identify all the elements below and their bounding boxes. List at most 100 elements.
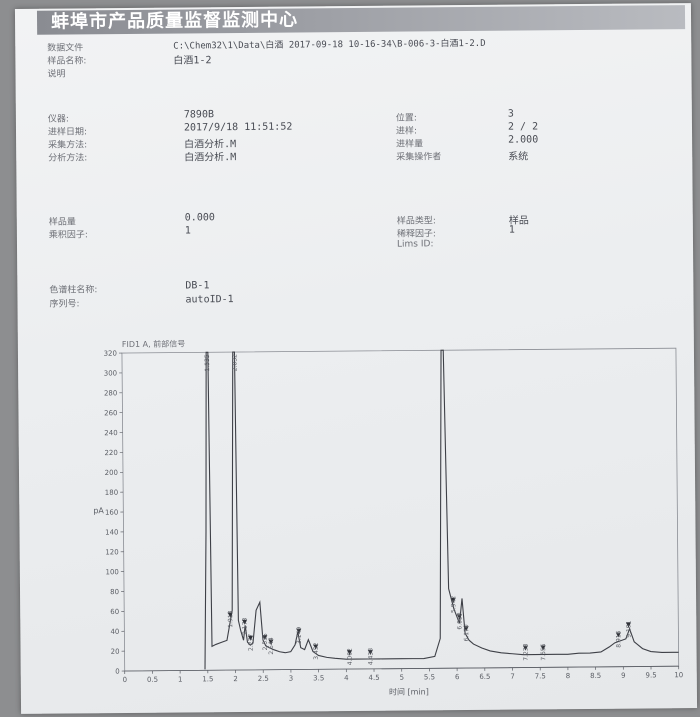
dilution-value: 1 [508,224,515,236]
analysis-method-value: 白酒分析.M [184,152,237,164]
x-tick-label: 8.5 [590,672,601,680]
peak-marker [463,626,469,632]
peak-rt-label: 2.535 [262,633,269,650]
sample-name-value: 白酒1-2 [173,55,212,67]
dilution-label: 稀释因子: [396,229,437,240]
y-tick-label: 60 [110,608,119,616]
peak-rt-label: 1.535 [204,354,211,371]
peak-rt-label: 6.050 [456,612,463,629]
instrument-value: 7890B [183,109,215,121]
peak-marker [615,632,621,638]
peak-rt-label: 8.916 [615,630,622,647]
peak-rt-label: 2.173 [242,618,249,635]
peak-rt-label: 2.644 [268,637,275,654]
peak-marker [626,622,632,628]
inj-volume-value: 2.000 [508,134,539,146]
peak-rt-label: 5.942 [450,596,457,613]
x-tick-label: 10 [674,671,683,679]
peak-marker [540,645,546,651]
x-tick-label: 9 [621,672,626,680]
data-file-label: 数据文件 [47,43,84,54]
x-tick-label: 1.5 [202,675,213,683]
acq-method-label: 采集方法: [48,140,88,151]
y-tick-label: 40 [110,628,119,636]
sample-amount-value: 0.000 [184,212,215,224]
x-tick-label: 0.5 [147,676,158,684]
x-tick-label: 2.5 [258,675,269,683]
sample-name-label: 样品名称: [47,56,87,67]
peak-marker [347,650,353,656]
peak-rt-label: 3.452 [313,642,320,659]
analysis-method-label: 分析方法: [48,153,88,164]
y-tick-label: 320 [104,350,117,358]
multiplier-label: 乘积因子: [48,230,89,241]
peak-rt-label: 9.101 [625,620,632,637]
x-tick-label: 6 [455,673,460,681]
x-tick-label: 1 [178,676,183,684]
page-title: 蚌埠市产品质量监督监测中心 [50,9,299,33]
peak-rt-label: 3.149 [296,627,303,644]
signal-trace [204,349,679,670]
y-tick-label: 300 [104,369,117,377]
inj-volume-label: 进样量 [396,139,424,150]
description-label: 说明 [47,69,66,80]
injection-value: 2 / 2 [507,121,539,133]
instrument-label: 仪器: [47,114,69,125]
chart-title: FID1 A, 前部信号 [122,338,185,349]
inject-date-label: 进样日期: [47,127,88,138]
peak-marker [296,628,302,634]
sample-type-label: 样品类型: [396,216,436,227]
peak-marker [450,597,456,603]
x-tick-label: 4.5 [368,674,379,682]
x-tick-label: 8 [566,672,571,680]
inject-date-value: 2017/9/18 11:51:52 [183,121,293,134]
lims-label: Lims ID: [396,239,434,250]
y-tick-label: 260 [104,409,117,417]
y-tick-label: 100 [105,568,118,576]
y-tick-label: 140 [105,528,118,536]
peak-marker [248,635,254,641]
peak-rt-label: 7.238 [522,643,529,660]
peak-rt-label: 2.277 [248,634,255,651]
x-tick-label: 5 [400,674,405,682]
sample-amount-label: 样品量 [48,217,76,228]
x-tick-label: 2 [233,675,238,683]
peak-marker [456,614,462,620]
peak-marker [268,639,274,645]
peak-marker [522,645,528,651]
y-tick-label: 20 [111,648,120,656]
x-tick-label: 0 [123,676,128,684]
peak-rt-label: 1.913 [227,610,234,627]
y-tick-label: 160 [105,509,118,517]
x-axis-label: 时间 [min] [389,686,429,696]
x-tick-label: 7 [510,673,515,681]
peak-marker [242,619,248,625]
peak-marker [367,649,373,655]
chromatogram-chart: 0 20 40 60 80 100 120 140 160 180 200 220 240 260 280 3… [93,338,683,696]
multiplier-value: 1 [184,225,191,237]
y-tick-label: 280 [104,389,117,397]
serial-value: autoID-1 [185,294,234,306]
y-tick-label: 240 [104,429,117,437]
peak-rt-label: 4.062 [347,648,354,665]
y-tick-label: 220 [104,449,117,457]
x-tick-label: 3 [289,675,294,683]
y-tick-label: 80 [110,588,119,596]
x-tick-label: 4 [344,674,349,682]
peak-marker [313,644,319,650]
peak-rt-label: 6.170 [463,624,470,641]
y-tick-label: 200 [105,469,118,477]
x-tick-label: 3.5 [313,674,324,682]
operator-value: 系统 [508,151,529,163]
report-page: 蚌埠市产品质量监督监测中心 数据文件 C:\Chem32\1\Data\白酒 2… [14,3,698,714]
peak-rt-label: 2.032 [232,354,239,371]
x-tick-label: 6.5 [479,673,490,681]
operator-label: 采集操作者 [396,152,442,163]
y-tick-label: 180 [105,489,118,497]
peak-marker [227,612,233,618]
x-tick-label: 9.5 [645,671,656,679]
injection-label: 进样: [395,126,418,137]
y-axis-label: pA [93,506,104,515]
column-name-label: 色谱柱名称: [49,285,98,296]
y-tick-label: 120 [105,548,118,556]
